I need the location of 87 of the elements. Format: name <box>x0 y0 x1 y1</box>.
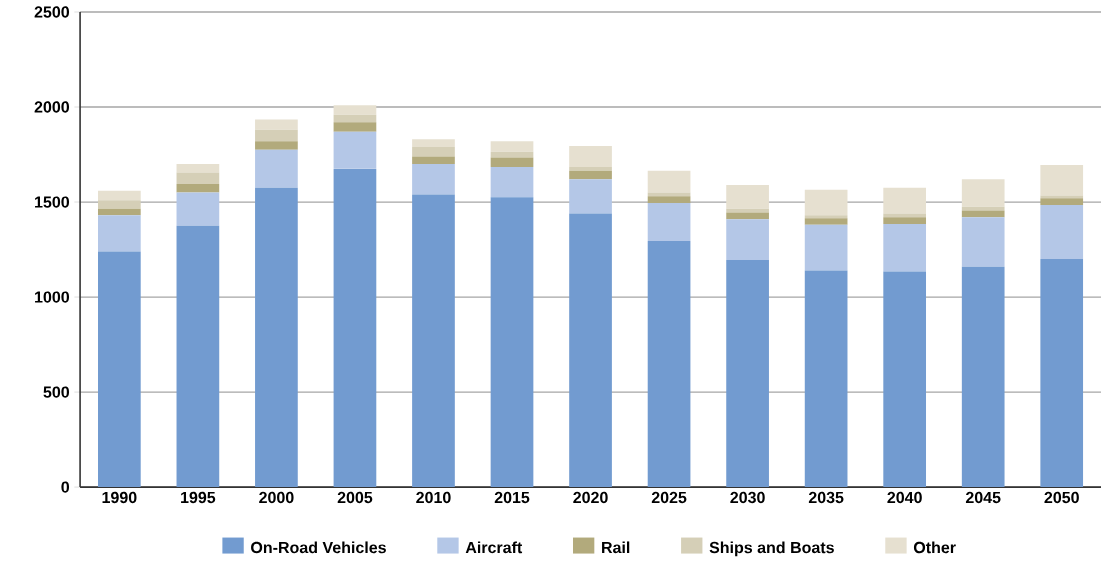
bar <box>176 183 220 193</box>
x-tick-label: 2020 <box>573 491 608 504</box>
legend-label: Other <box>913 541 956 554</box>
legend-label: On-Road Vehicles <box>251 541 386 554</box>
bar <box>412 146 455 157</box>
legend-label: Ships and Boats <box>709 541 834 557</box>
bar <box>804 224 848 271</box>
bar <box>255 187 298 488</box>
bar <box>883 223 927 272</box>
legend-label: Aircraft <box>465 541 523 554</box>
bar <box>176 163 220 173</box>
legend-label: Rail <box>602 541 630 554</box>
bar <box>804 270 848 488</box>
x-tick-label: 2000 <box>259 491 294 504</box>
bar <box>569 145 612 167</box>
bar <box>176 225 220 488</box>
x-tick-label: 2045 <box>965 491 1001 504</box>
bar <box>333 114 377 123</box>
bar <box>569 170 612 180</box>
bar <box>961 210 1005 218</box>
bar <box>98 208 141 216</box>
y-tick-label: 1500 <box>35 196 69 208</box>
bar <box>490 197 534 488</box>
bar <box>726 219 769 260</box>
bar <box>490 166 534 198</box>
x-tick-label: 1990 <box>102 491 137 504</box>
x-tick-label: 2040 <box>887 491 922 504</box>
bar <box>333 131 377 169</box>
bar <box>883 213 927 218</box>
bar <box>412 139 455 147</box>
bar <box>569 166 612 171</box>
y-tick-label: 500 <box>43 386 70 398</box>
bar <box>333 168 377 488</box>
bar <box>98 200 141 209</box>
bar <box>647 240 691 488</box>
bar <box>726 259 769 488</box>
bar <box>412 194 455 488</box>
bar <box>98 190 141 201</box>
bar <box>726 184 769 209</box>
x-tick-label: 2015 <box>494 491 530 504</box>
x-tick-label: 2010 <box>416 491 451 504</box>
bar <box>647 170 691 193</box>
y-tick-label: 2500 <box>34 6 69 18</box>
bar <box>647 196 691 203</box>
bar <box>255 129 298 142</box>
bar <box>98 215 141 252</box>
bar <box>961 179 1005 207</box>
bar <box>883 217 927 224</box>
bar <box>1040 204 1084 259</box>
bar <box>333 105 377 115</box>
bar <box>255 119 298 130</box>
bar <box>804 189 848 216</box>
y-tick-label: 2000 <box>34 101 69 113</box>
bar <box>726 208 769 213</box>
y-tick-label: 1000 <box>35 291 69 303</box>
bar <box>647 202 691 241</box>
x-tick-label: 2005 <box>337 491 373 504</box>
bar <box>804 218 848 225</box>
bar <box>804 215 848 219</box>
bar <box>412 163 455 195</box>
bar <box>1040 198 1084 205</box>
bar <box>569 213 612 488</box>
x-tick-label: 2050 <box>1044 491 1079 504</box>
bar <box>1040 164 1084 196</box>
bar <box>176 192 220 226</box>
bar <box>490 141 534 152</box>
bar <box>176 172 220 184</box>
bar <box>961 266 1005 488</box>
bar <box>961 217 1005 267</box>
x-tick-label: 2030 <box>730 491 765 504</box>
bar <box>1040 258 1084 488</box>
x-tick-label: 2035 <box>808 491 844 504</box>
bar <box>333 122 377 132</box>
bar <box>726 212 769 220</box>
bar <box>412 156 455 164</box>
y-tick-label: 0 <box>61 481 70 493</box>
x-tick-label: 2025 <box>651 491 687 504</box>
bar <box>569 179 612 214</box>
bar <box>98 251 141 488</box>
bar <box>255 149 298 188</box>
x-tick-label: 1995 <box>181 491 216 504</box>
bar <box>490 157 534 167</box>
bar <box>961 206 1005 211</box>
bar <box>255 141 298 150</box>
bar <box>883 187 927 214</box>
bar <box>883 271 927 488</box>
bar <box>1040 195 1084 199</box>
